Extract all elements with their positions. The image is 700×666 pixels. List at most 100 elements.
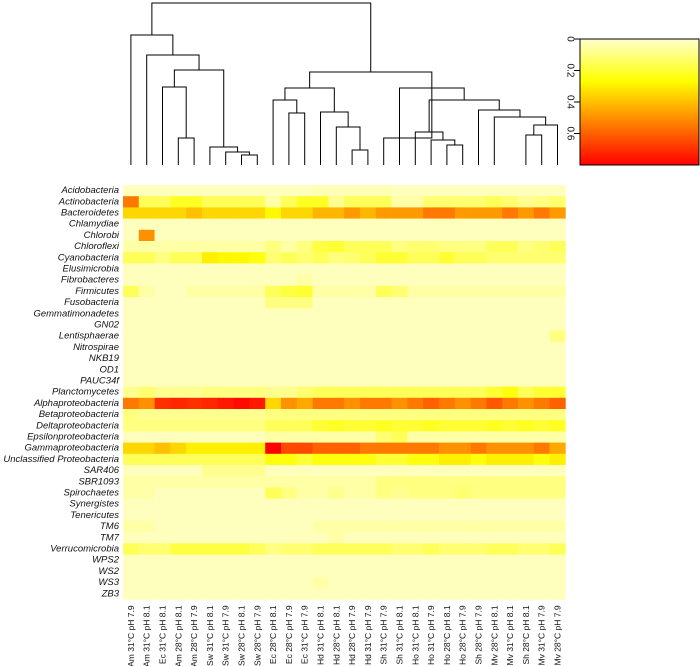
- heatmap-cell: [265, 308, 282, 320]
- heatmap-cell: [296, 297, 313, 309]
- heatmap-cell: [265, 285, 282, 298]
- heatmap-cell: [344, 431, 361, 443]
- heatmap-cell: [186, 364, 203, 376]
- heatmap-cell: [470, 442, 487, 455]
- heatmap-cell: [249, 353, 266, 365]
- heatmap-cell: [454, 229, 471, 242]
- heatmap-cell: [407, 498, 424, 511]
- heatmap-cell: [217, 397, 234, 410]
- heatmap-cell: [439, 285, 456, 298]
- heatmap-cell: [502, 487, 519, 499]
- heatmap-cell: [312, 431, 329, 443]
- heatmap-cell: [281, 297, 298, 309]
- heatmap-cell: [328, 397, 345, 410]
- heatmap-cell: [217, 274, 234, 287]
- heatmap-cell: [312, 532, 329, 544]
- heatmap-cell: [138, 319, 155, 331]
- heatmap-cell: [518, 375, 535, 387]
- heatmap-cell: [391, 577, 408, 589]
- dendrogram-branch: [309, 71, 433, 88]
- heatmap-cell: [296, 521, 313, 533]
- heatmap-cell: [265, 252, 282, 264]
- heatmap-cell: [265, 229, 282, 242]
- row-label: Fibrobacteres: [61, 275, 119, 286]
- heatmap-cell: [312, 465, 329, 477]
- heatmap-cell: [375, 185, 392, 197]
- heatmap-cell: [470, 353, 487, 365]
- heatmap-cell: [138, 532, 155, 544]
- heatmap-cell: [249, 341, 266, 354]
- heatmap-cell: [439, 297, 456, 309]
- heatmap-cell: [518, 319, 535, 331]
- heatmap-cell: [249, 330, 266, 343]
- row-label: Epsilonproteobacteria: [27, 432, 119, 443]
- heatmap-cell: [186, 229, 203, 242]
- heatmap-cell: [502, 364, 519, 376]
- heatmap-cell: [217, 532, 234, 544]
- heatmap-cell: [344, 375, 361, 387]
- heatmap-cell: [549, 297, 566, 309]
- heatmap-cell: [375, 207, 392, 219]
- column-label: Am 28°C pH 8.1: [173, 605, 183, 666]
- heatmap-cell: [486, 420, 503, 432]
- heatmap-cell: [549, 218, 566, 231]
- heatmap-cell: [360, 274, 377, 287]
- heatmap-cell: [328, 465, 345, 477]
- heatmap-cell: [265, 487, 282, 499]
- column-label: Hd 28°C pH 8.1: [331, 605, 341, 665]
- heatmap-cell: [344, 252, 361, 264]
- heatmap-cell: [217, 375, 234, 387]
- heatmap-cell: [423, 476, 440, 488]
- heatmap-cell: [391, 521, 408, 533]
- heatmap-cell: [249, 386, 266, 399]
- heatmap-cell: [186, 420, 203, 432]
- heatmap-cell: [296, 386, 313, 399]
- heatmap-cell: [391, 207, 408, 219]
- heatmap-cell: [328, 409, 345, 421]
- heatmap-cell: [407, 442, 424, 455]
- heatmap-cell: [170, 476, 187, 488]
- heatmap-cell: [375, 409, 392, 421]
- heatmap-cell: [296, 509, 313, 522]
- heatmap-cell: [344, 241, 361, 253]
- heatmap-cell: [138, 442, 155, 455]
- heatmap-cell: [138, 252, 155, 264]
- heatmap-cell: [549, 487, 566, 499]
- heatmap-cell: [170, 588, 187, 600]
- heatmap-cell: [391, 375, 408, 387]
- heatmap-cell: [265, 330, 282, 343]
- column-label: Ec 28°C pH 7.9: [284, 605, 294, 664]
- heatmap-cell: [233, 509, 250, 522]
- heatmap-cell: [360, 420, 377, 432]
- dendrogram-branch: [335, 126, 361, 165]
- heatmap-cell: [518, 397, 535, 410]
- heatmap-cell: [328, 285, 345, 298]
- heatmap-cell: [549, 453, 566, 466]
- heatmap-cell: [486, 229, 503, 242]
- heatmap-cell: [281, 229, 298, 242]
- dendrogram-branch: [241, 154, 258, 165]
- heatmap-cell: [265, 532, 282, 544]
- heatmap-cell: [344, 453, 361, 466]
- heatmap-cell: [202, 308, 219, 320]
- heatmap-cell: [344, 386, 361, 399]
- heatmap-cell: [375, 263, 392, 275]
- row-label: Tenericutes: [70, 510, 119, 521]
- heatmap-cell: [533, 442, 550, 455]
- heatmap-cell: [407, 229, 424, 242]
- heatmap-cell: [518, 274, 535, 287]
- heatmap-cell: [407, 565, 424, 578]
- heatmap-cell: [439, 241, 456, 253]
- heatmap-cell: [233, 409, 250, 421]
- dendrogram-branch: [272, 99, 298, 165]
- heatmap-cell: [202, 285, 219, 298]
- heatmap-cell: [486, 465, 503, 477]
- heatmap-cell: [170, 274, 187, 287]
- heatmap-cell: [486, 263, 503, 275]
- heatmap-cell: [470, 308, 487, 320]
- heatmap-cell: [312, 543, 329, 555]
- heatmap-cell: [281, 263, 298, 275]
- row-label: Cyanobacteria: [58, 252, 119, 263]
- heatmap-cell: [454, 498, 471, 511]
- heatmap-cell: [375, 319, 392, 331]
